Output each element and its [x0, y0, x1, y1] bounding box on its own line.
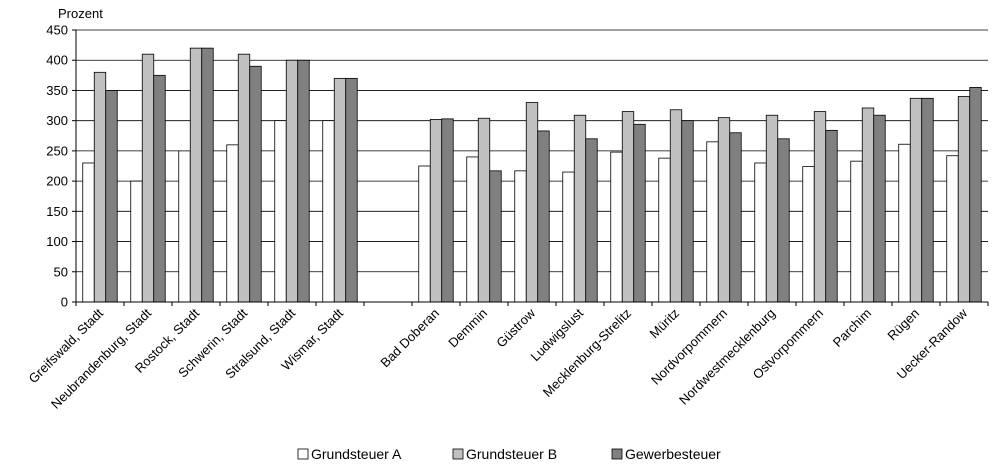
legend-swatch — [297, 448, 309, 460]
bar-grundsteuer-b — [909, 97, 923, 303]
bar-grundsteuer-a — [130, 180, 143, 303]
bar-gewerbesteuer — [825, 129, 838, 303]
y-tick-label: 450 — [46, 23, 68, 38]
bar-grundsteuer-a — [226, 144, 239, 303]
bar-grundsteuer-a — [466, 156, 479, 303]
bar-gewerbesteuer — [777, 138, 790, 303]
y-tick-label: 0 — [61, 295, 68, 310]
bar-gewerbesteuer — [633, 123, 646, 303]
bar-grundsteuer-b — [477, 117, 491, 303]
x-category-label: Güstrow — [493, 305, 538, 350]
x-category-label: Rügen — [884, 306, 922, 344]
legend-swatch — [611, 448, 623, 460]
bar-grundsteuer-b — [93, 71, 107, 303]
legend-label: Grundsteuer A — [311, 446, 402, 462]
bar-grundsteuer-a — [898, 143, 911, 303]
bar-grundsteuer-a — [274, 120, 287, 303]
y-tick-label: 100 — [46, 234, 68, 249]
bar-grundsteuer-b — [285, 59, 299, 303]
bar-series-group — [82, 47, 982, 303]
bar-gewerbesteuer — [921, 97, 934, 303]
bar-grundsteuer-a — [610, 151, 623, 303]
bar-gewerbesteuer — [537, 130, 550, 303]
bar-grundsteuer-a — [322, 120, 335, 303]
bar-grundsteuer-a — [514, 170, 527, 303]
bar-grundsteuer-b — [573, 114, 587, 303]
bar-gewerbesteuer — [873, 114, 886, 303]
bar-grundsteuer-a — [754, 162, 767, 303]
bar-grundsteuer-a — [82, 162, 95, 303]
bar-grundsteuer-b — [621, 111, 635, 303]
y-tick-label: 300 — [46, 113, 68, 128]
bar-grundsteuer-a — [802, 166, 815, 303]
bar-grundsteuer-a — [850, 160, 863, 303]
y-tick-labels: 0 50 100 150 200 250 300 350 400 450 — [46, 23, 68, 310]
bar-grundsteuer-a — [658, 157, 671, 303]
bar-gewerbesteuer — [345, 77, 358, 303]
bar-grundsteuer-b — [765, 114, 779, 303]
x-category-label: Bad Doberan — [377, 306, 442, 371]
bar-grundsteuer-a — [946, 155, 959, 303]
bar-grundsteuer-b — [237, 53, 251, 303]
y-tick-label: 350 — [46, 83, 68, 98]
bar-grundsteuer-b — [861, 107, 875, 303]
bar-grundsteuer-b — [429, 119, 443, 303]
y-axis-unit-label: Prozent — [58, 6, 103, 21]
x-category-label: Demmin — [445, 306, 490, 351]
bar-gewerbesteuer — [489, 170, 502, 303]
bar-grundsteuer-b — [333, 77, 347, 303]
bar-grundsteuer-a — [706, 141, 719, 303]
bar-gewerbesteuer — [729, 132, 742, 303]
bar-grundsteuer-a — [562, 171, 575, 303]
y-tick-label: 50 — [54, 264, 68, 279]
bar-gewerbesteuer — [105, 90, 118, 303]
bar-gewerbesteuer — [249, 65, 262, 303]
bar-grundsteuer-b — [669, 109, 683, 303]
bar-gewerbesteuer — [969, 87, 982, 303]
bar-grundsteuer-a — [418, 165, 431, 303]
legend-label: Gewerbesteuer — [625, 446, 721, 462]
bar-gewerbesteuer — [441, 118, 454, 303]
legend: Grundsteuer A Grundsteuer B Gewerbesteuer — [297, 446, 721, 462]
bar-gewerbesteuer — [585, 138, 598, 303]
x-category-label: Mecklenburg-Strelitz — [540, 306, 634, 400]
y-tick-label: 150 — [46, 204, 68, 219]
bar-grundsteuer-b — [189, 47, 203, 303]
y-tick-label: 250 — [46, 143, 68, 158]
bar-grundsteuer-b — [525, 102, 539, 303]
y-tick-label: 200 — [46, 174, 68, 189]
legend-label: Grundsteuer B — [466, 446, 557, 462]
bar-gewerbesteuer — [297, 59, 310, 303]
bar-grundsteuer-b — [813, 111, 827, 303]
x-category-label: Parchim — [830, 306, 874, 350]
bar-grundsteuer-b — [957, 96, 971, 303]
bar-gewerbesteuer — [201, 47, 214, 303]
bar-gewerbesteuer — [681, 120, 694, 303]
x-category-label: Nordwestmecklenburg — [676, 306, 778, 408]
bar-gewerbesteuer — [153, 74, 166, 303]
bar-grundsteuer-b — [141, 53, 155, 303]
axes — [72, 29, 989, 306]
bar-grundsteuer-a — [178, 150, 191, 303]
y-tick-label: 400 — [46, 53, 68, 68]
legend-swatch — [452, 448, 464, 460]
x-category-label: Müritz — [646, 306, 682, 342]
bar-grundsteuer-b — [717, 117, 731, 303]
